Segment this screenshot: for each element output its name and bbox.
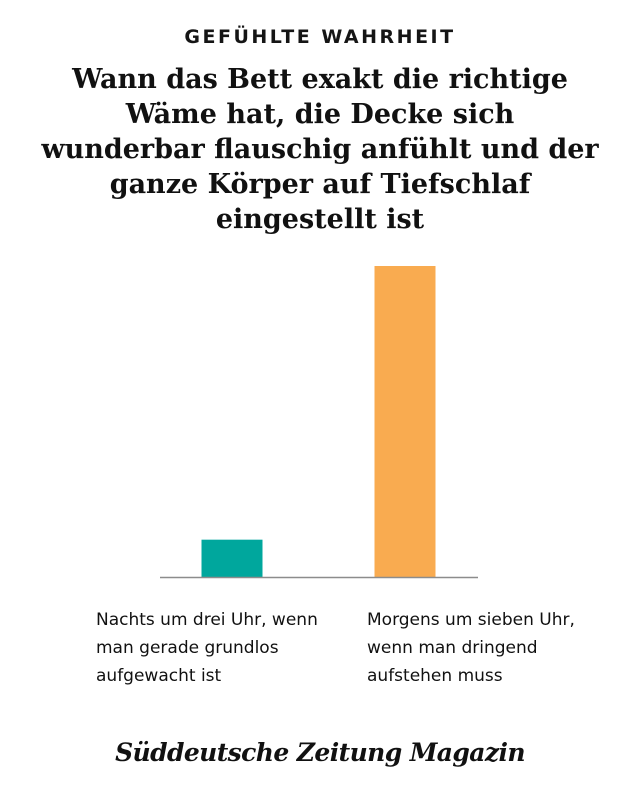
kicker: GEFÜHLTE WAHRHEIT: [184, 26, 456, 48]
bar-morgens: [374, 266, 436, 577]
chart-title: Wann das Bett exakt die richtige Wäme ha…: [41, 64, 599, 235]
brand-logo: Süddeutsche Zeitung Magazin: [115, 738, 525, 767]
category-label-nachts: Nachts um drei Uhr, wenn man gerade grun…: [96, 610, 318, 686]
bar-chart: [160, 266, 478, 579]
bar-nachts: [201, 539, 263, 577]
category-label-morgens: Morgens um sieben Uhr, wenn man dringend…: [367, 610, 575, 686]
